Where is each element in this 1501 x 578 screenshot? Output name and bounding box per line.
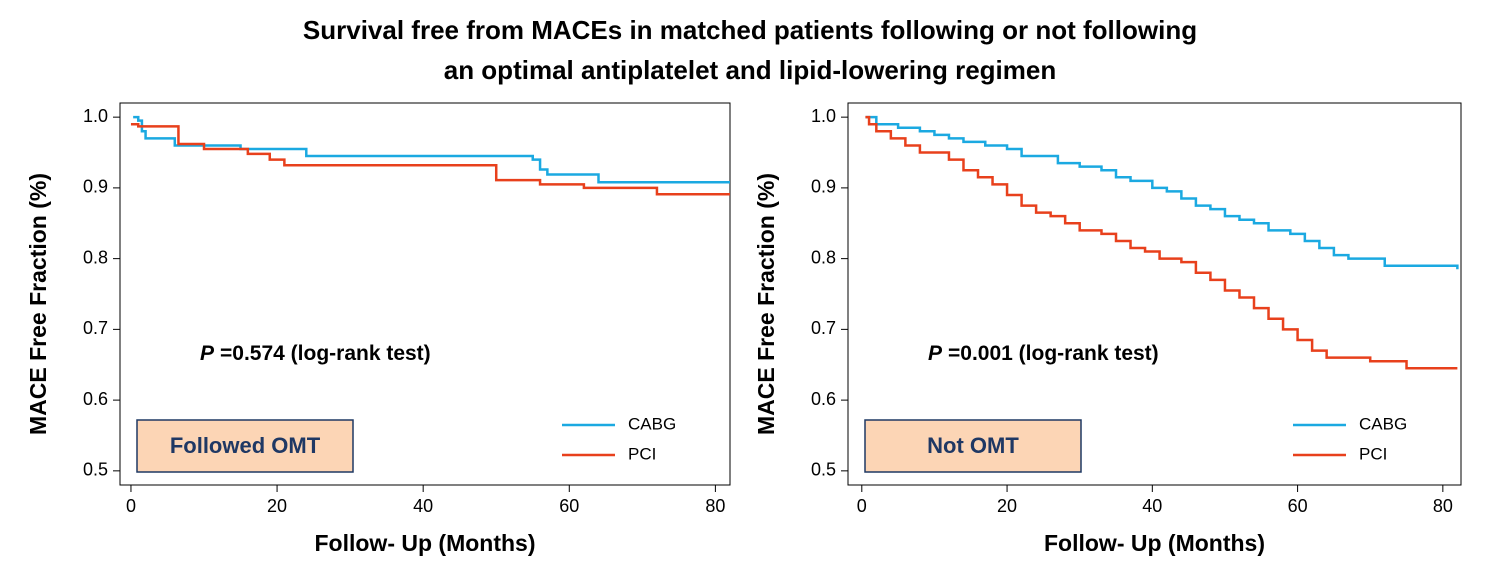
p-value-annotation: P =0.001 (log-rank test) [928,342,1159,365]
x-axis-label: Follow- Up (Months) [315,530,536,556]
p-value-annotation: P =0.574 (log-rank test) [200,342,431,365]
y-tick-label: 0.5 [811,460,836,480]
plot-frame [119,102,731,486]
p-text: =0.574 (log-rank test) [220,342,431,365]
group-label: Followed OMT [170,433,321,458]
x-tick-label: 40 [1142,496,1162,516]
x-tick-label: 80 [1433,496,1453,516]
x-tick-label: 60 [1288,496,1308,516]
group-box [864,419,1082,473]
y-axis-label: MACE Free Fraction (%) [25,173,51,435]
group-label: Not OMT [927,433,1019,458]
y-tick-label: 1.0 [83,106,108,126]
plot-frame [847,102,1462,486]
survival-line [130,122,730,196]
y-tick-label: 0.5 [83,460,108,480]
legend-label: PCI [628,444,656,463]
x-tick-label: 60 [559,496,579,516]
x-tick-label: 40 [413,496,433,516]
p-symbol: P [200,342,215,365]
y-tick-label: 0.7 [811,318,836,338]
y-tick-label: 0.8 [811,247,836,267]
y-tick-label: 0.9 [83,177,108,197]
x-tick-label: 20 [997,496,1017,516]
title-line: Survival free from MACEs in matched pati… [303,15,1197,45]
survival-line [865,115,1458,370]
x-tick-label: 0 [126,496,136,516]
group-box [136,419,354,473]
x-tick-label: 80 [705,496,725,516]
p-symbol: P [928,342,943,365]
survival-line [865,115,1459,270]
title-line: an optimal antiplatelet and lipid-loweri… [444,55,1057,85]
x-tick-label: 0 [857,496,867,516]
y-tick-label: 0.7 [83,318,108,338]
legend-label: CABG [1359,414,1407,433]
legend-label: CABG [628,414,676,433]
y-tick-label: 0.8 [83,247,108,267]
x-tick-label: 20 [267,496,287,516]
legend-label: PCI [1359,444,1387,463]
x-axis-label: Follow- Up (Months) [1044,530,1265,556]
y-tick-label: 0.6 [83,389,108,409]
p-text: =0.001 (log-rank test) [948,342,1159,365]
y-tick-label: 0.9 [811,177,836,197]
y-axis-label: MACE Free Fraction (%) [753,173,779,435]
y-tick-label: 0.6 [811,389,836,409]
y-tick-label: 1.0 [811,106,836,126]
